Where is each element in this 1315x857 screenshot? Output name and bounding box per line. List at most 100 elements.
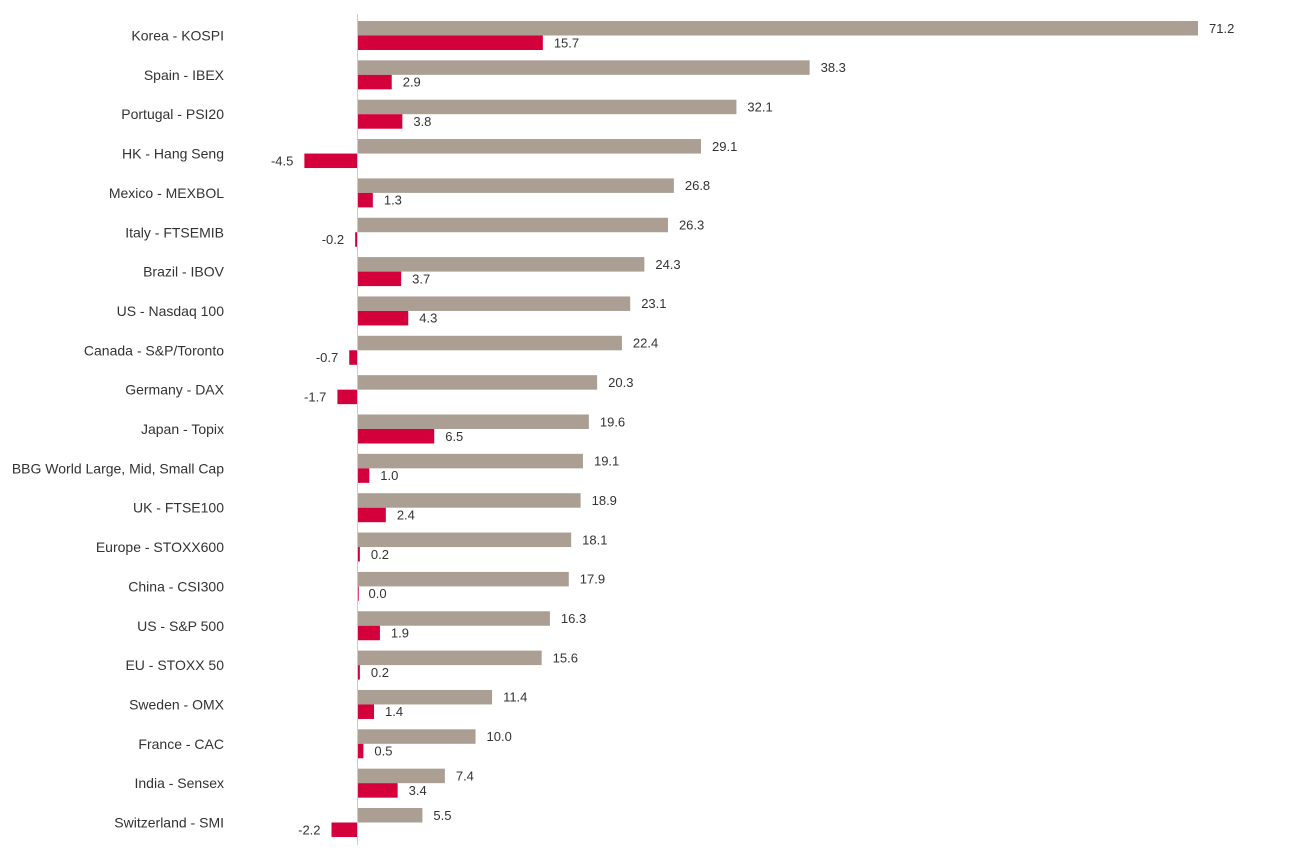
- bar-series-b: [357, 468, 370, 483]
- data-label: 18.9: [592, 493, 617, 508]
- data-label: 29.1: [712, 139, 737, 154]
- data-label: -4.5: [271, 153, 293, 168]
- bar-series-a: [357, 571, 569, 587]
- data-label: 71.2: [1209, 21, 1234, 36]
- category-label: India - Sensex: [135, 775, 225, 791]
- category-label: Canada - S&P/Toronto: [84, 342, 224, 358]
- bar-series-a: [357, 217, 668, 233]
- category-label: Portugal - PSI20: [121, 106, 224, 122]
- data-label: 0.0: [369, 586, 387, 601]
- bar-series-a: [357, 335, 622, 351]
- data-label: 0.2: [371, 665, 389, 680]
- data-label: 19.6: [600, 414, 625, 429]
- data-label: 3.4: [409, 783, 427, 798]
- category-label: Sweden - OMX: [129, 696, 225, 712]
- data-label: 11.4: [503, 690, 527, 705]
- data-label: 32.1: [747, 99, 772, 114]
- data-label: 17.9: [580, 572, 605, 587]
- data-label: 0.2: [371, 547, 389, 562]
- data-label: 3.8: [413, 114, 431, 129]
- bar-series-a: [357, 296, 631, 311]
- data-label: -1.7: [304, 389, 326, 404]
- category-label: Switzerland - SMI: [114, 815, 224, 831]
- data-label: 15.6: [553, 650, 578, 665]
- data-label: 19.1: [594, 454, 619, 469]
- data-label: 1.0: [380, 468, 398, 483]
- bar-series-b: [357, 507, 386, 523]
- bar-series-a: [357, 689, 493, 705]
- category-label: Japan - Topix: [141, 421, 224, 437]
- bar-series-b: [357, 547, 360, 562]
- bar-series-b: [304, 153, 358, 169]
- category-label: HK - Hang Seng: [122, 146, 224, 162]
- data-label: 6.5: [445, 429, 463, 444]
- data-label: -0.7: [316, 350, 338, 365]
- category-label: US - S&P 500: [137, 618, 224, 634]
- bar-series-a: [357, 532, 572, 548]
- bar-series-b: [357, 429, 435, 444]
- category-label: UK - FTSE100: [133, 500, 224, 516]
- bar-series-b: [357, 783, 398, 798]
- data-label: 1.9: [391, 626, 409, 641]
- category-label: BBG World Large, Mid, Small Cap: [12, 460, 224, 476]
- data-label: 5.5: [433, 808, 451, 823]
- category-label: Brazil - IBOV: [143, 264, 225, 280]
- bar-series-a: [357, 178, 674, 193]
- bar-series-a: [357, 21, 1198, 36]
- bar-series-a: [357, 493, 581, 508]
- category-label: Europe - STOXX600: [96, 539, 224, 555]
- bar-series-b: [357, 665, 360, 680]
- bar-series-a: [357, 60, 810, 75]
- bar-series-b: [357, 310, 409, 326]
- data-label: 4.3: [419, 311, 437, 326]
- bar-series-b: [349, 350, 358, 365]
- data-label: 16.3: [561, 611, 586, 626]
- category-label: EU - STOXX 50: [125, 657, 224, 673]
- data-label: 1.4: [385, 704, 403, 719]
- data-label: -0.2: [322, 232, 344, 247]
- bar-series-b: [357, 743, 364, 759]
- data-label: 3.7: [412, 271, 430, 286]
- bar-series-b: [355, 232, 358, 247]
- bar-series-a: [357, 453, 583, 469]
- bar-series-b: [337, 389, 358, 405]
- bar-series-a: [357, 99, 737, 115]
- data-label: 22.4: [633, 336, 658, 351]
- data-label: 0.5: [374, 744, 392, 759]
- data-label: 18.1: [582, 532, 607, 547]
- data-label: 7.4: [456, 768, 474, 783]
- bar-series-b: [357, 74, 392, 90]
- data-label: 26.3: [679, 218, 704, 233]
- bars-layer: [304, 21, 1198, 837]
- category-label: Spain - IBEX: [144, 67, 225, 83]
- bar-series-b: [357, 192, 373, 208]
- bar-series-b: [357, 704, 375, 719]
- data-label: 2.9: [403, 75, 421, 90]
- bar-series-a: [357, 729, 476, 744]
- bar-series-a: [357, 611, 550, 626]
- labels-layer: Korea - KOSPI 71.2 15.7 Spain - IBEX 38.3 2.9…: [12, 21, 1234, 838]
- data-label: 23.1: [641, 296, 666, 311]
- data-label: -2.2: [298, 822, 320, 837]
- category-label: Mexico - MEXBOL: [109, 185, 224, 201]
- bar-series-a: [357, 650, 542, 666]
- bar-series-a: [357, 414, 589, 429]
- data-label: 20.3: [608, 375, 633, 390]
- bar-series-b: [357, 625, 380, 641]
- bar-series-a: [357, 139, 702, 154]
- data-label: 10.0: [487, 729, 512, 744]
- bar-series-a: [357, 768, 445, 784]
- category-label: US - Nasdaq 100: [117, 303, 225, 319]
- data-label: 24.3: [655, 257, 680, 272]
- data-label: 26.8: [685, 178, 710, 193]
- bar-series-a: [357, 375, 598, 390]
- bar-series-b: [357, 35, 543, 50]
- data-label: 15.7: [554, 35, 579, 50]
- category-label: Korea - KOSPI: [131, 28, 224, 44]
- bar-series-b: [357, 586, 359, 601]
- bar-series-b: [331, 822, 358, 837]
- data-label: 2.4: [397, 507, 415, 522]
- bar-series-a: [357, 257, 645, 272]
- bar-series-a: [357, 808, 423, 823]
